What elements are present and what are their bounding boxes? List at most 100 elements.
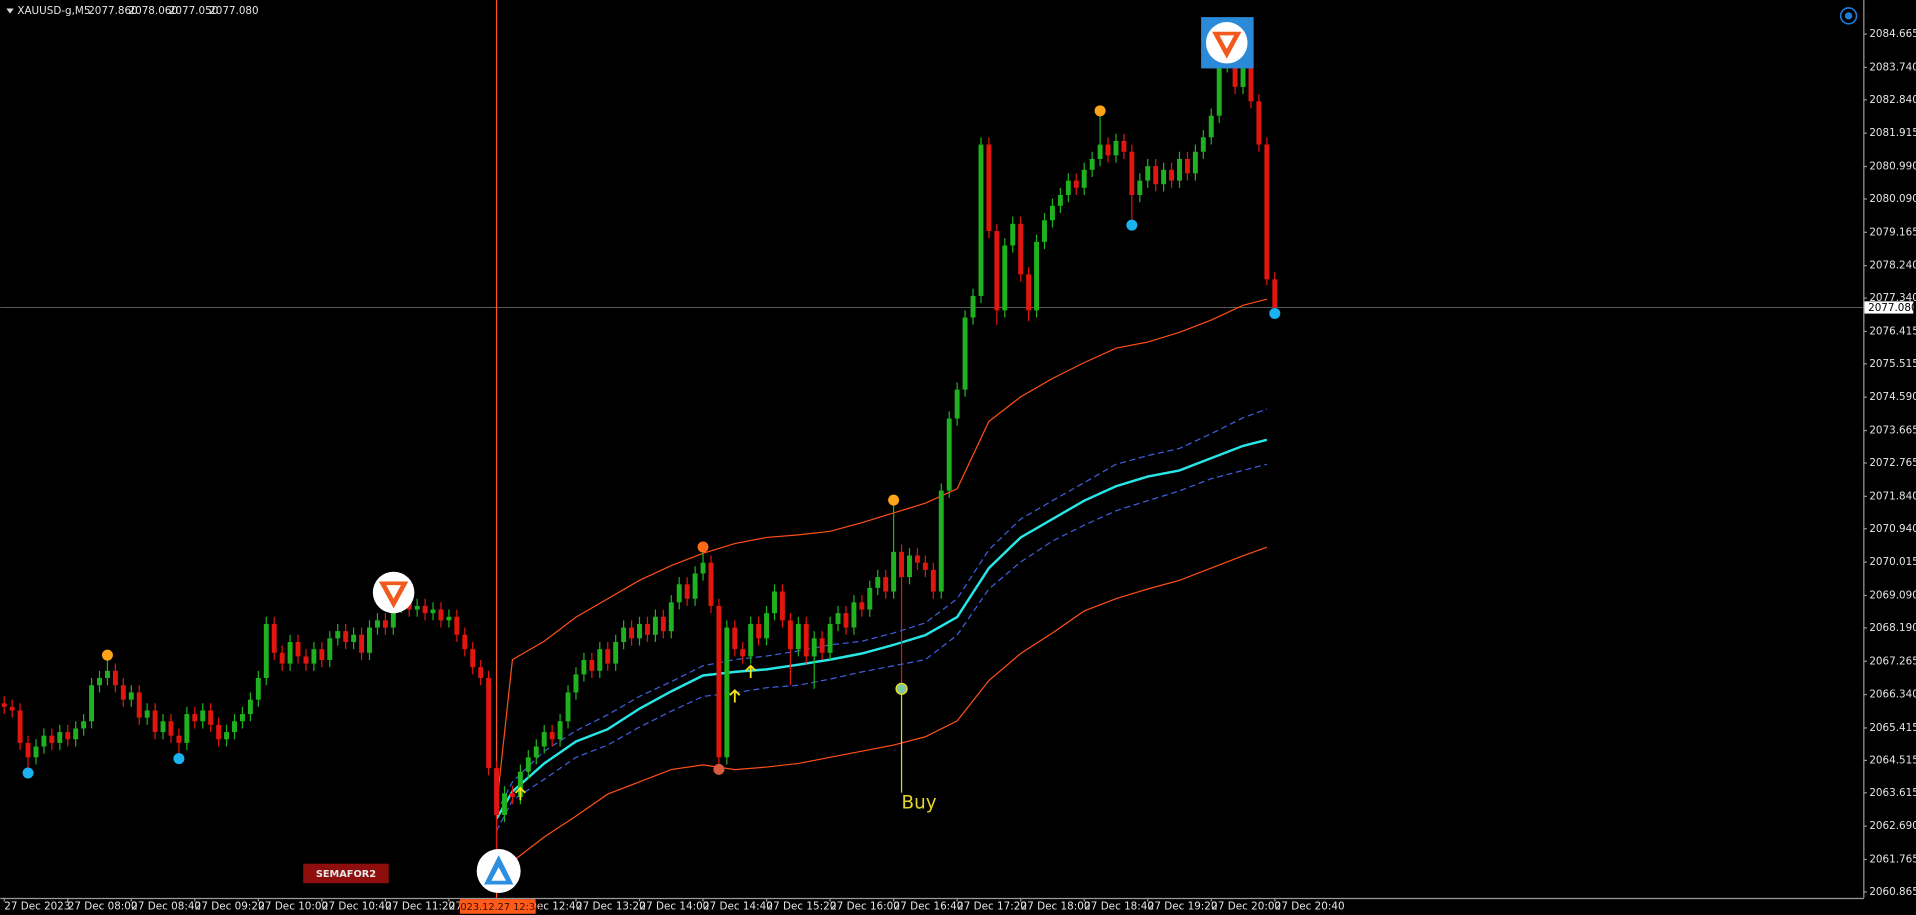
buy-label: Buy	[902, 793, 937, 814]
candle-body	[930, 569, 936, 592]
candle-body	[73, 728, 79, 740]
candle-body	[17, 710, 23, 743]
candle-body	[311, 649, 317, 664]
semafor-dot	[22, 767, 34, 779]
quote-low: 2077.050	[169, 5, 219, 17]
candle-body	[319, 649, 325, 660]
signal-icon[interactable]	[1839, 7, 1858, 25]
candle-body	[660, 616, 666, 632]
plot	[0, 0, 1864, 898]
y-tick-label: 2067.265	[1869, 655, 1916, 667]
candle-body	[136, 692, 142, 718]
candle-body	[57, 732, 63, 743]
candle-body	[1137, 180, 1143, 196]
y-tick-label: 2080.990	[1869, 161, 1916, 173]
signal-arrow	[514, 786, 526, 801]
logo-inner	[386, 585, 401, 599]
candle-body	[1240, 58, 1246, 87]
candle-body	[1010, 223, 1016, 246]
candle-body	[343, 631, 349, 642]
candle-body	[668, 602, 674, 632]
candle-body	[827, 623, 833, 653]
y-tick-label: 2060.865	[1869, 886, 1916, 898]
x-tick-label: 27 Dec 14:40	[703, 900, 773, 912]
candle-body	[1169, 169, 1175, 181]
candle-body	[1208, 115, 1214, 138]
candle-body	[637, 623, 642, 639]
indicator-label: SEMAFOR2	[316, 869, 376, 880]
y-tick-label: 2078.240	[1869, 260, 1916, 272]
candle-body	[1200, 137, 1206, 152]
candle-body	[374, 620, 380, 628]
band-line	[496, 408, 1268, 813]
logo-inner	[1219, 35, 1235, 49]
semafor-dot	[173, 753, 185, 765]
y-tick-label: 2061.765	[1869, 854, 1916, 866]
y-tick-label: 2071.840	[1869, 490, 1916, 502]
candle-body	[1089, 158, 1095, 170]
icon-ring	[1839, 7, 1858, 25]
candle-body	[255, 678, 261, 700]
y-tick-label: 2069.090	[1869, 589, 1916, 601]
candle-body	[922, 562, 928, 570]
quote-high: 2078.060	[129, 5, 179, 17]
candle-body	[843, 613, 849, 628]
candle-body	[97, 678, 102, 686]
x-tick-label: 27 Dec 14:00	[640, 900, 710, 912]
candle-body	[390, 605, 396, 628]
crosshair-label: 2023.12.27 12:30	[454, 902, 541, 913]
candle-body	[803, 623, 809, 657]
menu-triangle[interactable]	[6, 8, 14, 14]
candle-body	[1034, 241, 1040, 311]
signal-arrow	[745, 664, 757, 678]
candle-body	[557, 721, 563, 740]
candle-body	[779, 591, 785, 621]
quote-open: 2077.860	[88, 5, 138, 17]
y-tick-label: 2076.415	[1869, 325, 1916, 337]
candle-body	[740, 649, 746, 657]
candle-body	[33, 746, 39, 758]
candle-body	[835, 613, 841, 624]
candle-body	[430, 609, 436, 614]
candle-body	[597, 649, 603, 671]
signal-arrow	[729, 688, 741, 703]
candle-body	[811, 638, 817, 657]
last-price-box	[1864, 301, 1914, 314]
candle-body	[382, 620, 388, 628]
band-line	[496, 463, 1268, 832]
candle-body	[787, 620, 793, 650]
candle-body	[271, 623, 277, 653]
buy-dot	[895, 682, 908, 695]
candle-body	[1026, 274, 1032, 311]
candle-body	[605, 649, 611, 664]
candle-body	[263, 623, 269, 679]
x-tick-label: 27 Dec 19:20	[1148, 900, 1218, 912]
candle-body	[438, 609, 444, 621]
candle-body	[700, 562, 706, 574]
candle-body	[970, 295, 976, 318]
y-tick-label: 2079.165	[1869, 226, 1916, 238]
logo-inner	[491, 867, 506, 881]
band-line	[496, 546, 1268, 880]
x-tick-label: 27 Dec 08:00	[68, 900, 138, 912]
candle-body	[1049, 205, 1055, 221]
candle-body	[1073, 180, 1079, 188]
candle-body	[629, 627, 635, 639]
candle-body	[541, 732, 547, 747]
candle-body	[120, 685, 126, 700]
candle-body	[65, 732, 71, 740]
y-tick-label: 2072.765	[1869, 457, 1916, 469]
candle-body	[216, 724, 222, 740]
candle-body	[1081, 169, 1087, 188]
candle-body	[962, 317, 968, 390]
candle-body	[581, 659, 587, 675]
candle-body	[422, 605, 428, 614]
candle-body	[470, 649, 476, 668]
candle-body	[239, 714, 245, 722]
semafor-dot	[888, 494, 900, 506]
candle-body	[565, 692, 571, 722]
last-price-label: 2077.080	[1868, 302, 1916, 314]
candle-body	[867, 587, 873, 610]
candle-body	[81, 721, 87, 729]
